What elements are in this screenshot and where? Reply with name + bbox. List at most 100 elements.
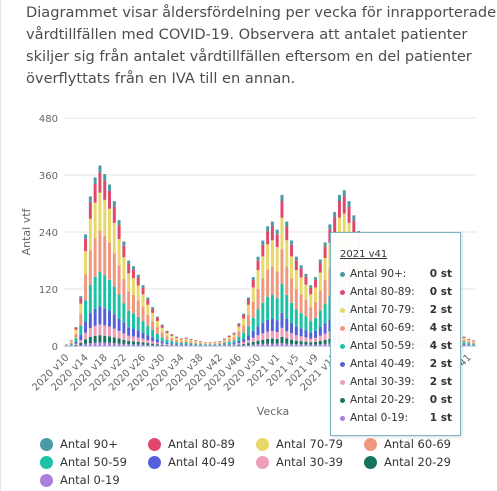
bar-segment-70-79 — [342, 213, 346, 247]
bar-segment-70-79 — [256, 270, 260, 289]
bar-segment-50-59 — [275, 298, 279, 321]
bar-segment-80-89 — [318, 263, 322, 273]
bar-segment-70-79 — [251, 287, 255, 302]
bar-segment-50-59 — [309, 321, 313, 333]
legend-dot-icon — [364, 438, 377, 451]
series-dot-icon — [340, 272, 345, 277]
bar-segment-0-19 — [242, 345, 246, 346]
bar-segment-50-59 — [69, 343, 73, 345]
bar-segment-50-59 — [467, 343, 471, 345]
bar-segment-50-59 — [112, 286, 116, 315]
bar-segment-80-89 — [127, 263, 131, 274]
bar-segment-30-39 — [246, 340, 250, 344]
tooltip-row-value: 4 st — [429, 322, 452, 334]
bar-segment-70-79 — [232, 334, 236, 338]
bar-segment-0-19 — [122, 343, 126, 346]
legend-label: Antal 0-19 — [60, 473, 120, 487]
bar-segment-80-89 — [74, 327, 78, 330]
bar-segment-60-69 — [251, 301, 255, 318]
bar-segment-40-49 — [151, 337, 155, 342]
bar-segment-90+ — [275, 229, 279, 235]
bar-segment-30-39 — [93, 325, 97, 336]
bar-segment-60-69 — [462, 339, 466, 343]
bar-segment-80-89 — [155, 317, 159, 321]
bar-segment-60-69 — [232, 337, 236, 341]
bar-segment-80-89 — [69, 340, 73, 342]
bar-segment-30-39 — [328, 331, 332, 339]
bar-segment-70-79 — [223, 339, 226, 342]
bar-segment-50-59 — [136, 316, 140, 331]
tooltip-row-label: Antal 20-29: — [350, 394, 415, 406]
bar-segment-80-89 — [108, 190, 111, 209]
bar-segment-60-69 — [127, 291, 131, 311]
bar-segment-70-79 — [69, 341, 73, 343]
y-axis-label: Antal vtf — [20, 207, 33, 255]
bar-segment-50-59 — [227, 341, 231, 344]
bar-segment-0-19 — [155, 345, 159, 346]
bar-segment-0-19 — [318, 344, 322, 346]
bar-segment-40-49 — [117, 318, 121, 331]
bar-segment-40-49 — [141, 332, 145, 339]
bar-segment-60-69 — [285, 266, 289, 295]
bar-segment-40-49 — [165, 342, 169, 345]
bar-segment-90+ — [270, 221, 274, 227]
bar-segment-30-39 — [127, 335, 131, 341]
bar-segment-0-19 — [256, 344, 260, 346]
legend-label: Antal 40-49 — [168, 455, 235, 469]
bar-segment-40-49 — [266, 319, 270, 332]
bar-segment-90+ — [294, 256, 298, 261]
bar-segment-40-49 — [69, 344, 73, 346]
bar-segment-60-69 — [146, 314, 150, 327]
bar-segment-30-39 — [227, 344, 231, 346]
legend-dot-icon — [40, 474, 53, 487]
legend-label: Antal 50-59 — [60, 455, 127, 469]
bar-segment-90+ — [304, 273, 308, 277]
bar-segment-0-19 — [270, 343, 274, 346]
bar-segment-40-49 — [251, 330, 255, 338]
bar-segment-50-59 — [251, 317, 255, 331]
bar-segment-90+ — [151, 307, 155, 309]
bar-segment-70-79 — [237, 326, 241, 332]
bar-segment-70-79 — [136, 285, 140, 301]
bar-segment-30-39 — [112, 328, 116, 338]
bar-segment-50-59 — [472, 343, 476, 345]
bar-segment-40-49 — [112, 314, 116, 329]
bar-segment-80-89 — [270, 226, 274, 241]
bar-segment-70-79 — [74, 329, 78, 334]
bar-segment-60-69 — [165, 336, 169, 340]
series-dot-icon — [340, 326, 345, 331]
legend-dot-icon — [40, 456, 53, 469]
bar-segment-90+ — [333, 212, 337, 218]
legend-label: Antal 30-39 — [276, 455, 343, 469]
bar-segment-0-19 — [131, 344, 135, 346]
bar-segment-30-39 — [314, 337, 317, 342]
bar-segment-90+ — [323, 242, 327, 247]
bar-segment-50-59 — [242, 332, 246, 339]
legend-label: Antal 60-69 — [384, 437, 451, 451]
series-dot-icon — [340, 290, 345, 295]
bar-segment-90+ — [74, 327, 78, 328]
bar-segment-80-89 — [141, 287, 145, 295]
bar-segment-60-69 — [199, 342, 203, 345]
bar-segment-50-59 — [88, 284, 92, 314]
bar-segment-40-49 — [98, 306, 102, 325]
bar-segment-70-79 — [208, 342, 212, 344]
bar-segment-70-79 — [108, 208, 111, 243]
bar-segment-50-59 — [280, 284, 284, 313]
bar-segment-20-29 — [84, 339, 88, 344]
bar-segment-30-39 — [170, 344, 174, 346]
bar-segment-40-49 — [256, 326, 260, 336]
bar-segment-0-19 — [299, 344, 303, 346]
bar-segment-0-19 — [93, 342, 97, 346]
bar-segment-20-29 — [141, 342, 145, 345]
bar-segment-40-49 — [275, 320, 279, 333]
bar-segment-70-79 — [304, 284, 308, 300]
bar-segment-50-59 — [299, 312, 303, 329]
bar-segment-0-19 — [314, 344, 317, 346]
bar-segment-60-69 — [223, 341, 226, 343]
bar-segment-70-79 — [189, 339, 193, 342]
bar-segment-40-49 — [127, 327, 131, 336]
bar-segment-30-39 — [184, 344, 188, 346]
bar-segment-80-89 — [103, 180, 107, 200]
legend-dot-icon — [256, 438, 269, 451]
